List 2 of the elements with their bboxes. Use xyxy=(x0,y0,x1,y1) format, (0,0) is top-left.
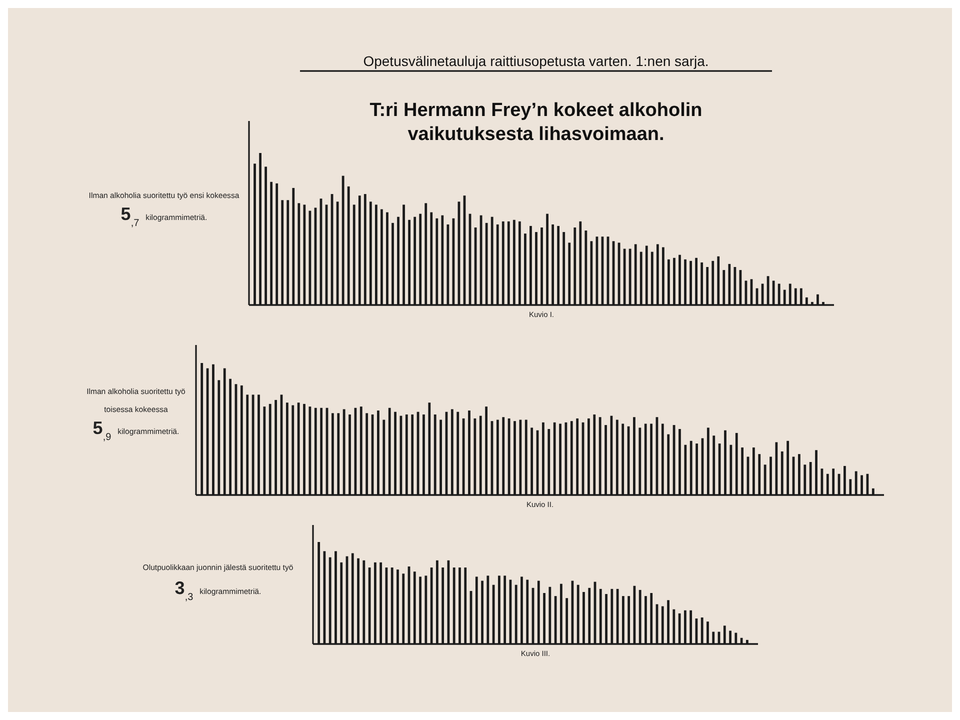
chart-title: T:ri Hermann Frey’n kokeet alkoholin vaikutuksesta lihasvoimaan. xyxy=(370,100,702,145)
chart-subtitle: Opetusvälinetauluja raittiusopetusta varten. 1:nen sarja. xyxy=(363,53,709,69)
